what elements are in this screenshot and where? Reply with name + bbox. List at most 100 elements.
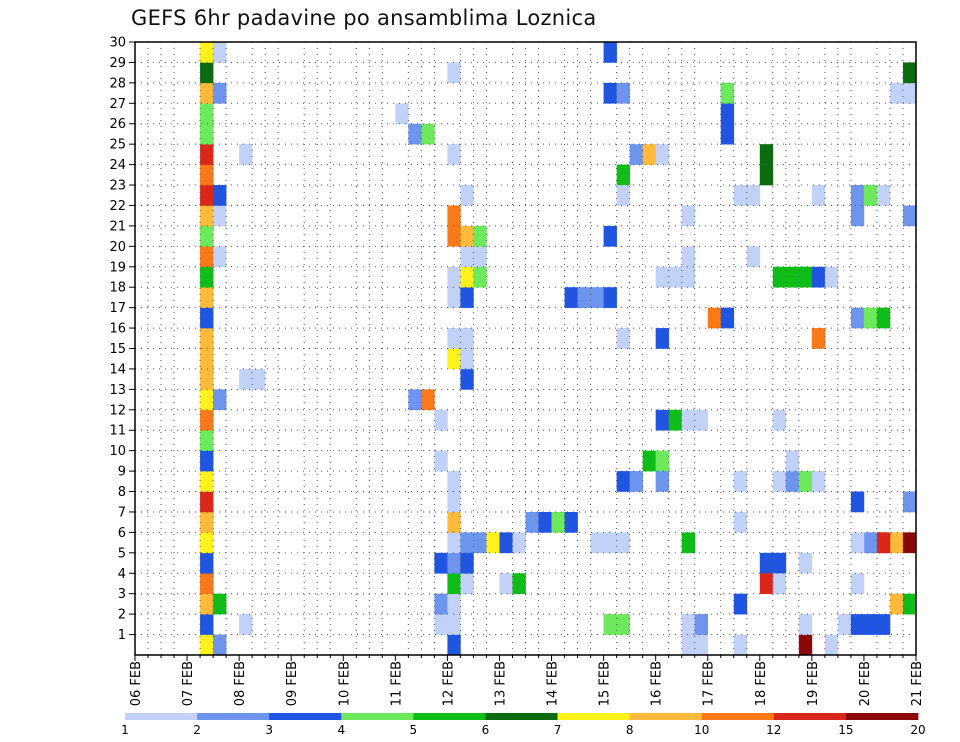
heatmap-cell [655, 144, 669, 165]
heatmap-cell [460, 328, 474, 349]
colorbar-label: 3 [265, 723, 273, 737]
heatmap-cell [668, 409, 682, 431]
heatmap-cell [200, 573, 214, 594]
heatmap-cell [902, 62, 917, 84]
x-axis: 06 FEB 07 FEB 08 FEB 09 FEB 10 FEB 11 FEB 12 F… [129, 655, 925, 706]
heatmap-cell [694, 614, 709, 635]
heatmap-cell [603, 225, 617, 247]
heatmap-cell [863, 532, 878, 554]
heatmap-cell [616, 532, 630, 554]
colorbar-label: 5 [410, 723, 418, 737]
heatmap-cell [564, 511, 578, 533]
y-tick-label: 8 [118, 485, 126, 500]
heatmap-cell [447, 491, 461, 513]
colorbar-swatch [341, 713, 414, 720]
heatmap-cell [577, 287, 591, 308]
heatmap-cell [564, 287, 578, 308]
heatmap-cell [733, 593, 748, 615]
heatmap-cell [798, 614, 813, 635]
heatmap-cell [616, 328, 630, 349]
heatmap-cell [460, 246, 474, 268]
x-tick-label: 08 FEB [233, 661, 248, 706]
heatmap-cell [850, 573, 865, 594]
y-tick-label: 25 [109, 138, 126, 153]
heatmap-cell [720, 123, 735, 145]
x-tick-label: 14 FEB [546, 661, 561, 706]
heatmap-cell [200, 634, 214, 656]
y-tick-label: 16 [109, 322, 126, 337]
y-tick-label: 15 [109, 342, 126, 357]
heatmap-cell [772, 573, 787, 594]
heatmap-cell [473, 532, 487, 554]
heatmap-cell [863, 614, 878, 635]
heatmap-cell [850, 532, 865, 554]
y-tick-label: 14 [109, 362, 126, 377]
heatmap-cell [200, 389, 214, 411]
heatmap-cell [239, 144, 253, 165]
heatmap-cell [200, 593, 214, 615]
colorbar-label: 12 [766, 723, 781, 737]
heatmap-cell [213, 634, 227, 656]
heatmap-cell [850, 205, 865, 227]
colorbar-swatch [413, 713, 486, 720]
heatmap-cell [499, 573, 513, 594]
heatmap-cell [629, 144, 643, 165]
heatmap-cell [876, 307, 891, 329]
heatmap-cell [902, 593, 917, 615]
heatmap-cell [616, 164, 630, 186]
y-tick-label: 24 [109, 158, 126, 173]
heatmap-cell [447, 471, 461, 492]
heatmap-cell [655, 471, 669, 492]
heatmap-cell [200, 144, 214, 165]
heatmap-cell [200, 511, 214, 533]
heatmap-cell [538, 511, 552, 533]
heatmap-cell [434, 450, 448, 472]
heatmap-cell [889, 593, 904, 615]
heatmap-cell [772, 266, 787, 288]
grid-lines [135, 42, 916, 655]
heatmap-cell [421, 123, 435, 145]
x-tick-label: 15 FEB [598, 661, 613, 706]
colorbar-label: 20 [910, 723, 925, 737]
heatmap-cell [447, 614, 461, 635]
heatmap-cell [200, 42, 214, 63]
heatmap-cell [902, 205, 917, 227]
x-tick-label: 06 FEB [129, 661, 144, 706]
heatmap-cell [447, 287, 461, 308]
heatmap-cell [512, 532, 526, 554]
heatmap-cell [447, 225, 461, 247]
heatmap-cell [772, 471, 787, 492]
heatmap-cell [200, 62, 214, 84]
heatmap-cell [811, 266, 826, 288]
heatmap-cell [655, 328, 669, 349]
heatmap-cell [824, 634, 839, 656]
heatmap-cell [252, 368, 266, 390]
y-tick-label: 2 [118, 608, 126, 623]
heatmap-cell [811, 328, 826, 349]
y-axis: 1234567891011121314151617181920212223242… [109, 36, 135, 643]
heatmap-cell [213, 593, 227, 615]
heatmap-cell [447, 144, 461, 165]
colorbar-swatch [629, 713, 703, 720]
heatmap-cell [616, 614, 630, 635]
heatmap-cell [850, 185, 865, 206]
heatmap-cell [486, 532, 500, 554]
heatmap-cell [200, 246, 214, 268]
heatmap-cell [772, 552, 787, 574]
colorbar-label: 10 [694, 723, 709, 737]
heatmap-cell [200, 123, 214, 145]
x-tick-label: 20 FEB [858, 661, 873, 706]
x-tick-label: 17 FEB [702, 661, 717, 706]
heatmap-cell [447, 328, 461, 349]
heatmap-cell [798, 471, 813, 492]
heatmap-cell [681, 532, 696, 554]
heatmap-cell [447, 511, 461, 533]
heatmap-cell [213, 185, 227, 206]
heatmap-cell [681, 634, 696, 656]
y-tick-label: 9 [118, 465, 126, 480]
y-tick-label: 7 [118, 505, 126, 520]
heatmap-cell [447, 62, 461, 84]
heatmap-cell [681, 246, 696, 268]
heatmap-cell [447, 266, 461, 288]
heatmap-cell [551, 511, 565, 533]
